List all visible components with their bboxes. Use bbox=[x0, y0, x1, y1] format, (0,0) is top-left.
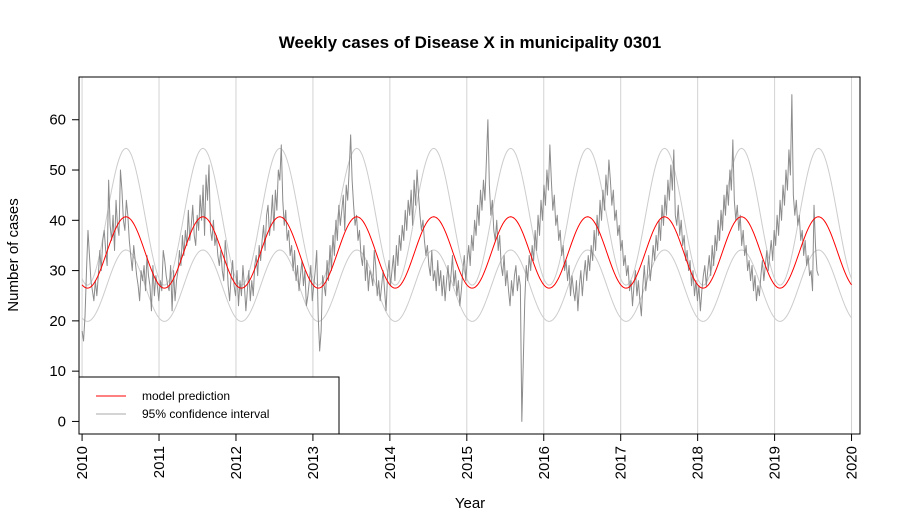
y-tick-label-0: 0 bbox=[58, 413, 66, 430]
legend-label-confidence-interval: 95% confidence interval bbox=[142, 407, 269, 421]
y-tick-label-60: 60 bbox=[49, 112, 66, 129]
legend-box bbox=[78, 376, 340, 435]
y-axis-label: Number of cases bbox=[5, 198, 22, 311]
y-axis: 0 10 20 30 40 50 60 bbox=[49, 112, 80, 430]
x-tick-label-2010: 2010 bbox=[74, 446, 91, 479]
x-tick-label-2011: 2011 bbox=[151, 446, 168, 478]
x-tick-label-2020: 2020 bbox=[844, 446, 861, 479]
95-confidence-interval-lower-line bbox=[81, 249, 852, 322]
x-tick-label-2014: 2014 bbox=[382, 446, 399, 479]
observed-weekly-cases-line bbox=[81, 94, 819, 422]
vertical-gridlines bbox=[81, 77, 853, 434]
x-tick-label-2015: 2015 bbox=[459, 446, 476, 479]
y-tick-label-10: 10 bbox=[49, 363, 66, 380]
legend-label-model-prediction: model prediction bbox=[142, 389, 230, 403]
x-tick-label-2018: 2018 bbox=[690, 446, 707, 479]
x-axis: 2010 2011 2012 2013 2014 2015 2016 2017 2018 2019… bbox=[74, 433, 861, 479]
plot-lines bbox=[81, 94, 853, 422]
x-tick-label-2012: 2012 bbox=[228, 446, 245, 479]
model-prediction-line bbox=[81, 216, 852, 289]
x-axis-label: Year bbox=[455, 495, 485, 512]
x-tick-label-2013: 2013 bbox=[305, 446, 322, 479]
y-tick-label-20: 20 bbox=[49, 313, 66, 330]
x-tick-label-2017: 2017 bbox=[613, 446, 630, 479]
legend: model prediction 95% confidence interval bbox=[78, 376, 340, 435]
y-tick-label-40: 40 bbox=[49, 212, 66, 229]
x-tick-label-2016: 2016 bbox=[536, 446, 553, 479]
y-tick-label-50: 50 bbox=[49, 162, 66, 179]
chart-title: Weekly cases of Disease X in municipalit… bbox=[279, 33, 661, 52]
y-tick-label-30: 30 bbox=[49, 263, 66, 280]
x-tick-label-2019: 2019 bbox=[767, 446, 784, 479]
